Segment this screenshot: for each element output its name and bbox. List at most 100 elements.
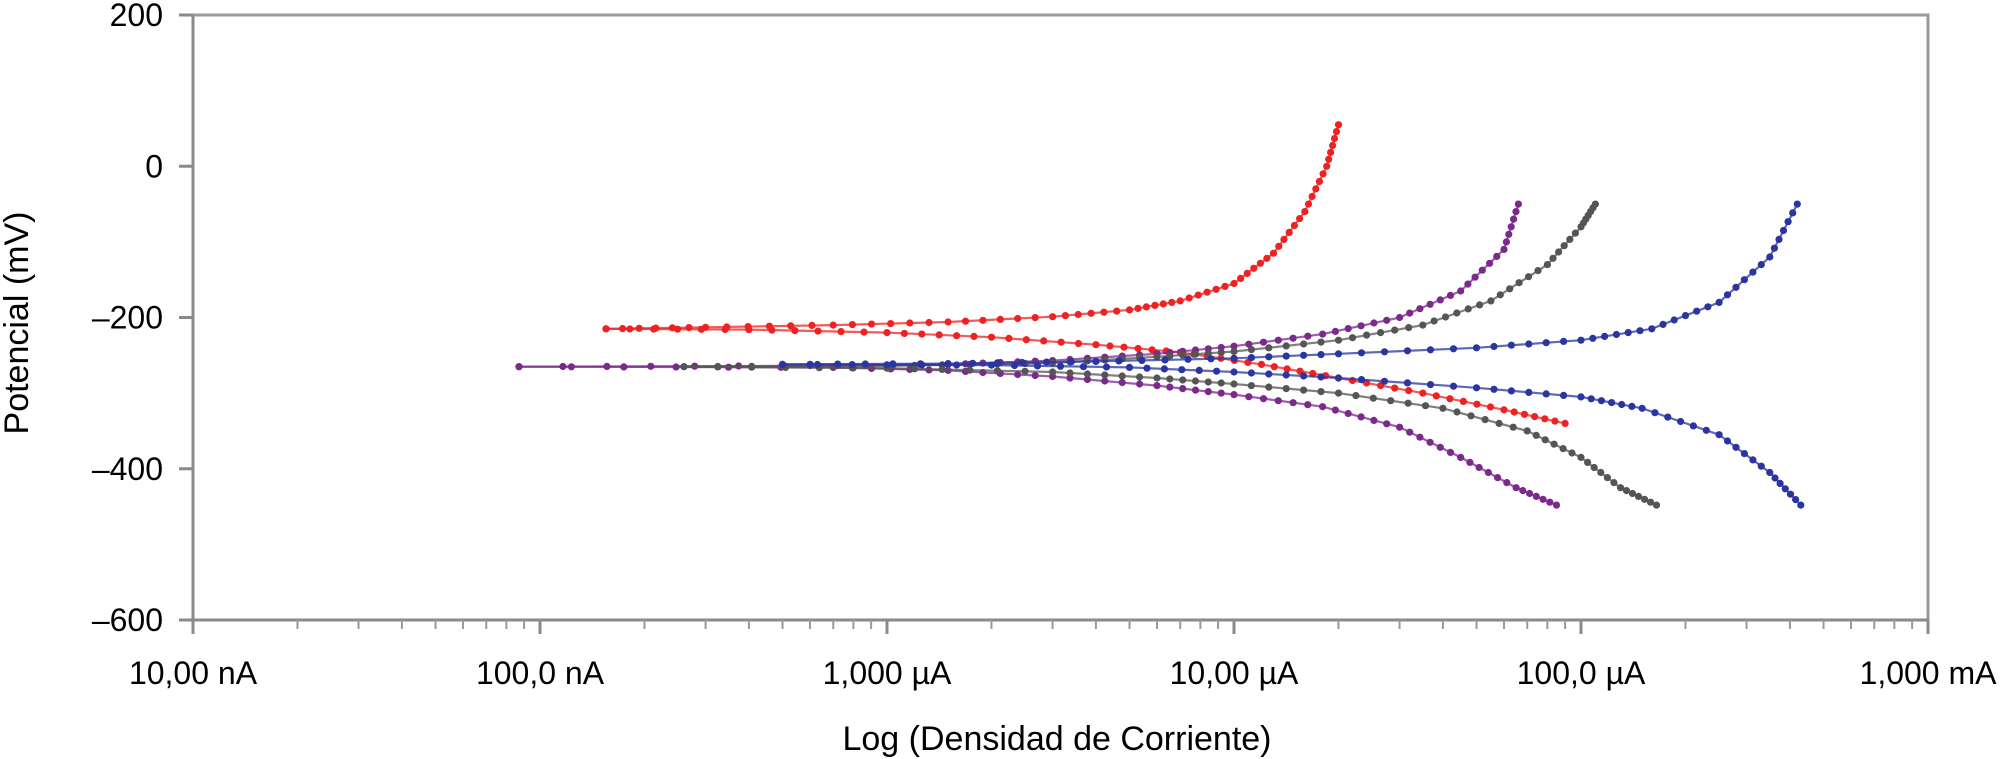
data-point [626, 325, 634, 333]
data-point [1344, 325, 1352, 333]
data-point [1419, 321, 1427, 329]
data-point [778, 360, 787, 368]
data-point [1507, 223, 1515, 231]
series-1-anodic-line [605, 124, 1340, 330]
data-point [1191, 386, 1200, 394]
data-point [1589, 334, 1597, 342]
data-point [1560, 391, 1568, 399]
data-point [1331, 406, 1339, 414]
data-point [1118, 378, 1126, 387]
data-point [1550, 440, 1558, 448]
data-point [1230, 380, 1238, 388]
data-point [1467, 412, 1475, 420]
data-point [1250, 264, 1258, 272]
data-point [1283, 365, 1291, 373]
data-point [1510, 408, 1518, 416]
data-point [1525, 273, 1533, 281]
data-point [697, 325, 705, 333]
data-point [1473, 400, 1481, 408]
data-point [1526, 489, 1534, 498]
data-point [1552, 501, 1561, 509]
data-point [1732, 283, 1740, 291]
data-point [1432, 392, 1440, 400]
data-point [1106, 342, 1114, 350]
data-point [1406, 428, 1414, 436]
data-point [1134, 344, 1142, 353]
data-point [1282, 352, 1290, 360]
data-point [837, 328, 845, 336]
data-point [1551, 417, 1559, 425]
data-point [1560, 337, 1568, 345]
data-point [1043, 358, 1051, 366]
data-point [1646, 498, 1655, 506]
series-3 [680, 200, 1661, 509]
plot-frame [191, 13, 1930, 622]
data-point [1153, 374, 1161, 382]
data-point [1757, 462, 1765, 470]
data-point [721, 325, 729, 334]
data-point [1779, 226, 1788, 235]
data-point [1464, 305, 1472, 313]
data-point [1074, 339, 1083, 348]
x-tick-label: 10,00 nA [129, 655, 258, 691]
data-point [1597, 468, 1605, 477]
series-2-cathodic-line [518, 365, 1557, 507]
data-point [1204, 388, 1212, 396]
data-point [1247, 346, 1255, 354]
data-point [1577, 453, 1585, 461]
data-point [1079, 363, 1088, 371]
data-point [1247, 369, 1255, 377]
data-point [1560, 242, 1568, 250]
data-point [620, 363, 628, 371]
data-point [1031, 371, 1039, 380]
data-point [1453, 408, 1461, 416]
data-point [1520, 410, 1528, 418]
data-point [848, 361, 856, 369]
data-point [1138, 356, 1146, 364]
data-point [1715, 298, 1723, 306]
data-point [1659, 320, 1667, 328]
data-point [1259, 338, 1268, 346]
data-point [1525, 340, 1533, 348]
data-point [1792, 496, 1800, 504]
data-point [1723, 437, 1732, 445]
data-point [1166, 352, 1174, 360]
y-tick-label: –400 [92, 451, 163, 487]
data-point [1101, 356, 1109, 364]
data-point [1616, 484, 1625, 492]
data-point [1092, 341, 1100, 349]
data-point [1166, 375, 1174, 383]
data-point [1243, 269, 1251, 277]
data-point [1148, 346, 1156, 354]
data-point [1519, 487, 1527, 495]
data-point [1789, 209, 1797, 217]
series-4-cathodic-line [782, 363, 1802, 506]
data-point [1352, 392, 1360, 400]
data-point [814, 327, 822, 335]
data-point [787, 322, 795, 330]
data-point [1681, 312, 1690, 320]
data-point [1161, 356, 1169, 364]
data-point [1113, 307, 1121, 315]
y-axis-title: Potencial (mV) [0, 212, 36, 435]
data-point [1344, 409, 1352, 418]
data-point [1391, 384, 1399, 392]
data-point [1387, 397, 1395, 405]
data-point [1274, 336, 1282, 344]
data-point [1317, 373, 1325, 381]
data-point [1512, 484, 1520, 492]
data-point [1559, 445, 1567, 453]
data-point [1495, 419, 1503, 427]
data-point [1168, 298, 1176, 306]
data-point [1749, 456, 1757, 464]
data-point [1280, 235, 1288, 243]
data-point [867, 320, 876, 328]
series-2-anodic-line [518, 203, 1520, 368]
data-point [1636, 327, 1644, 335]
data-point [1312, 185, 1320, 193]
data-point [1323, 162, 1331, 170]
x-tick-label: 1,000 µA [823, 655, 952, 691]
data-point [1265, 383, 1273, 391]
data-point [1256, 259, 1264, 267]
data-point [1212, 285, 1220, 293]
